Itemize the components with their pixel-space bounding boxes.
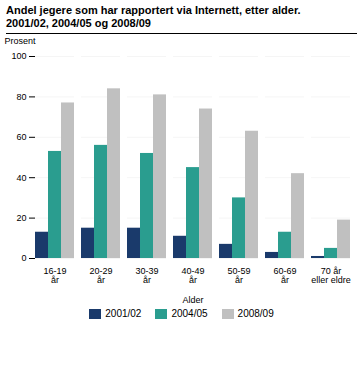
svg-text:30-39år: 30-39år xyxy=(135,266,158,285)
html-text:2004/05: 2004/05 xyxy=(171,308,208,319)
html-text:2001/02, 2004/05 og 2008/09: 2001/02, 2004/05 og 2008/09 xyxy=(6,17,151,29)
svg-text:Prosent: Prosent xyxy=(5,36,37,46)
svg-text:20-29år: 20-29år xyxy=(89,266,112,285)
svg-text:40-49år: 40-49år xyxy=(181,266,204,285)
svg-text:16-19år: 16-19år xyxy=(43,266,66,285)
html-text:2001/02: 2001/02 xyxy=(105,308,142,319)
html-text:Andel jegere som har rapporter: Andel jegere som har rapportert via Inte… xyxy=(6,4,301,16)
svg-text:60: 60 xyxy=(16,132,26,142)
html-text:2008/09: 2008/09 xyxy=(237,308,274,319)
svg-text:50-59år: 50-59år xyxy=(227,266,250,285)
svg-text:70 åreller eldre: 70 åreller eldre xyxy=(311,266,351,285)
svg-text:60-69år: 60-69år xyxy=(273,266,296,285)
svg-text:40: 40 xyxy=(16,173,26,183)
svg-text:100: 100 xyxy=(11,51,26,61)
svg-text:20: 20 xyxy=(16,213,26,223)
svg-text:80: 80 xyxy=(16,92,26,102)
svg-text:Alder: Alder xyxy=(182,295,203,305)
svg-text:0: 0 xyxy=(21,253,26,263)
